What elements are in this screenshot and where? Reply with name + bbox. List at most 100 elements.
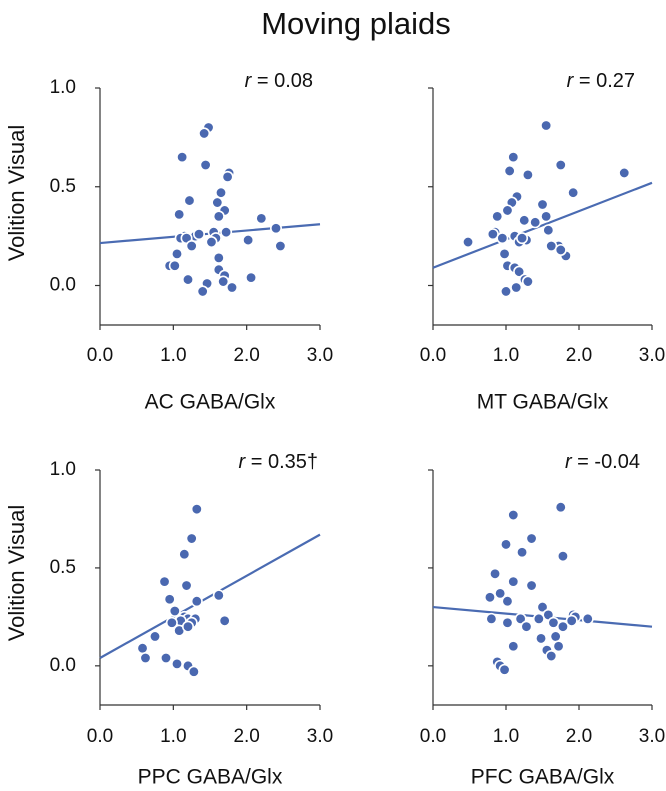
data-point [269, 222, 282, 235]
data-point [552, 640, 565, 653]
data-point [520, 620, 533, 633]
data-point [540, 119, 553, 132]
data-point [168, 604, 181, 617]
x-tick-label: 3.0 [639, 345, 665, 366]
y-tick-label: 0.5 [50, 557, 76, 578]
data-point [187, 665, 200, 678]
regression-line [99, 533, 321, 659]
regression-line [432, 181, 653, 269]
data-point [554, 243, 567, 256]
data-point [185, 532, 198, 545]
data-point [183, 194, 196, 207]
data-point [491, 210, 504, 223]
scatter-panel-pfc: 0.0 1.0 2.0 3.0 PFC GABA/Glx r = -0.04 [420, 451, 665, 788]
y-tick-label: 0.0 [50, 275, 76, 296]
correlation-value: = 0.27 [573, 70, 635, 92]
data-point [160, 651, 173, 664]
data-point [171, 657, 184, 670]
x-tick-label: 0.0 [87, 345, 113, 366]
x-tick-label: 1.0 [493, 345, 519, 366]
data-point [193, 228, 206, 241]
data-point [503, 164, 516, 177]
x-tick-label: 3.0 [307, 726, 333, 747]
data-point [158, 575, 171, 588]
correlation-label: r = 0.27 [567, 70, 635, 92]
data-point [485, 612, 498, 625]
data-point [182, 273, 195, 286]
data-point [198, 127, 211, 140]
x-axis-label: PFC GABA/Glx [471, 766, 615, 789]
data-point [173, 208, 186, 221]
data-point [496, 232, 509, 245]
data-point [545, 650, 558, 663]
correlation-value: = 0.35† [245, 451, 318, 473]
y-tick-label: 1.0 [50, 459, 76, 480]
correlation-symbol: r [567, 70, 575, 92]
data-point [221, 170, 234, 183]
x-tick-label: 0.0 [420, 726, 446, 747]
data-point [212, 251, 225, 264]
data-point [581, 612, 594, 625]
data-point [255, 212, 268, 225]
data-point [165, 616, 178, 629]
scatter-panel-ac: 1.0 0.5 0.0 0.0 1.0 2.0 3.0 AC GABA/Glx Volition… [4, 70, 333, 413]
data-point [525, 579, 538, 592]
correlation-symbol: r [565, 451, 573, 473]
data-point [501, 204, 514, 217]
y-tick-label: 1.0 [50, 77, 76, 98]
data-point [182, 620, 195, 633]
data-point [518, 214, 531, 227]
data-point [483, 591, 496, 604]
data-point [205, 236, 218, 249]
x-tick-label: 1.0 [493, 726, 519, 747]
data-point [507, 509, 520, 522]
data-point [139, 651, 152, 664]
data-point [211, 196, 224, 209]
data-point [501, 616, 514, 629]
data-point [176, 151, 189, 164]
data-point [532, 612, 545, 625]
data-point [196, 285, 209, 298]
figure-title: Moving plaids [261, 6, 451, 41]
y-axis-label: Volition Visual [4, 505, 29, 642]
correlation-label: r = 0.08 [245, 70, 313, 92]
x-axis-label: MT GABA/Glx [477, 391, 609, 414]
data-point [218, 614, 231, 627]
data-point [245, 271, 258, 284]
data-point [226, 281, 239, 294]
data-point [529, 216, 542, 229]
x-tick-label: 2.0 [566, 726, 592, 747]
data-point [556, 550, 569, 563]
data-point [215, 186, 228, 199]
data-point [542, 224, 555, 237]
x-axis-label: AC GABA/Glx [145, 391, 276, 414]
data-point [514, 612, 527, 625]
data-point [535, 632, 548, 645]
data-point [507, 151, 520, 164]
data-point [513, 265, 526, 278]
data-point [554, 501, 567, 514]
data-point [536, 601, 549, 614]
data-point [168, 259, 181, 272]
data-point [540, 210, 553, 223]
data-point [212, 210, 225, 223]
data-point [190, 503, 203, 516]
data-point [149, 630, 162, 643]
data-point [136, 642, 149, 655]
x-tick-label: 3.0 [307, 345, 333, 366]
data-point [498, 247, 511, 260]
x-tick-label: 3.0 [639, 726, 665, 747]
correlation-label: r = -0.04 [565, 451, 640, 473]
data-point [498, 663, 511, 676]
data-point [499, 285, 512, 298]
x-tick-label: 1.0 [160, 726, 186, 747]
data-point [462, 236, 475, 249]
correlation-symbol: r [238, 451, 246, 473]
data-point [618, 166, 631, 179]
correlation-label: r = 0.35† [238, 451, 318, 473]
data-point [507, 575, 520, 588]
x-tick-label: 2.0 [233, 345, 259, 366]
data-point [516, 232, 529, 245]
y-axis-label: Volition Visual [4, 125, 29, 262]
